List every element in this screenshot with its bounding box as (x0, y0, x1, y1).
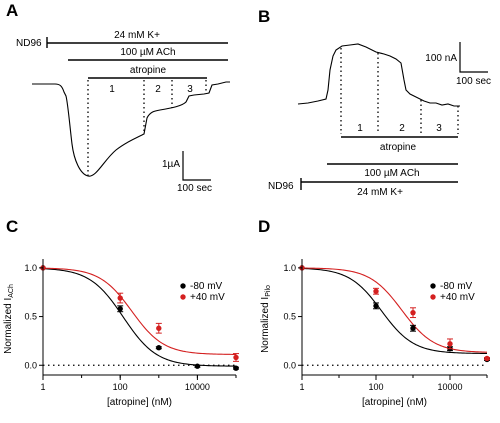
panel-d: D 1 100 10000 0.0 0.5 1.0 [atropine] (nM) No… (258, 217, 490, 408)
panel-c-data-points (40, 265, 239, 371)
panel-d-data-points (299, 265, 490, 363)
panel-a-atropine-label: atropine (130, 65, 167, 76)
panel-a-scale-bar (182, 151, 211, 181)
panel-d-legend-marker-minus80 (430, 283, 436, 289)
panel-c-x-tick-label: 100 (113, 382, 128, 392)
panel-c-point-minus80 (156, 345, 162, 351)
panel-b-scale-x: 100 sec (456, 76, 491, 87)
panel-b-segment-1: 1 (357, 123, 363, 134)
panel-c-fit-curve-minus80 (42, 268, 237, 367)
panel-c-x-axis-title: [atropine] (nM) (107, 397, 172, 408)
panel-b-scale-y: 100 nA (425, 53, 457, 64)
panel-d-legend-marker-plus40 (430, 294, 436, 300)
panel-a-k-label: 24 mM K+ (114, 30, 160, 41)
panel-b: B 1 2 3 atropine 100 µM ACh ND96 24 mM K… (258, 7, 491, 198)
panel-c-legend-marker-plus40 (180, 294, 186, 300)
panel-b-segment-2: 2 (399, 123, 405, 134)
panel-d-point-plus40 (373, 288, 379, 294)
panel-d-x-tick-label: 100 (368, 382, 383, 392)
panel-d-y-tick-label: 0.0 (283, 360, 296, 370)
panel-a-segment-1: 1 (109, 84, 115, 95)
panel-c-y-tick-label: 1.0 (24, 263, 37, 273)
panel-a-segment-3: 3 (187, 84, 193, 95)
panel-c: C 1 100 10000 0.0 0.5 1.0 [atropine] (nM) No… (3, 217, 239, 408)
panel-c-point-plus40 (117, 295, 123, 301)
panel-c-point-minus80 (233, 365, 239, 371)
panel-d-y-axis-title-sub: Pilo (265, 285, 272, 297)
panel-c-y-ticks: 0.0 0.5 1.0 (24, 263, 43, 370)
panel-b-current-trace (297, 43, 460, 107)
panel-a-segment-2: 2 (155, 84, 161, 95)
panel-d-x-tick-label: 1 (299, 382, 304, 392)
panel-c-x-tick-label: 1 (40, 382, 45, 392)
panel-b-k-label: 24 mM K+ (357, 187, 403, 198)
panel-a-current-trace (32, 81, 230, 177)
panel-c-y-axis-title-main: Normalized I (3, 298, 14, 354)
panel-c-legend-marker-minus80 (180, 283, 186, 289)
panel-a-ach-label: 100 µM ACh (120, 47, 175, 58)
panel-c-y-tick-label: 0.0 (24, 360, 37, 370)
panel-d-legend-label-plus40: +40 mV (440, 292, 475, 303)
panel-d-letter: D (258, 217, 270, 236)
panel-a-nd96-label: ND96 (16, 38, 42, 49)
panel-b-atropine-label: atropine (380, 142, 417, 153)
panel-b-nd96-label: ND96 (268, 181, 294, 192)
panel-d-point-plus40 (447, 341, 453, 347)
panel-c-legend-label-minus80: -80 mV (190, 281, 223, 292)
panel-d-y-ticks: 0.0 0.5 1.0 (283, 263, 302, 370)
panel-c-legend-label-plus40: +40 mV (190, 292, 225, 303)
panel-d-y-tick-label: 1.0 (283, 263, 296, 273)
panel-c-point-minus80 (117, 306, 123, 312)
panel-a-letter: A (6, 1, 18, 20)
panel-d-y-tick-label: 0.5 (283, 312, 296, 322)
panel-d-legend-label-minus80: -80 mV (440, 281, 473, 292)
panel-d-point-plus40 (484, 355, 490, 362)
panel-b-ach-label: 100 µM ACh (364, 168, 419, 179)
panel-b-letter: B (258, 7, 270, 26)
panel-b-segment-3: 3 (436, 123, 442, 134)
panel-d-fit-curve-plus40 (301, 267, 488, 353)
panel-c-x-tick-label: 10000 (185, 382, 210, 392)
panel-d-x-ticks: 1 100 10000 (299, 375, 488, 392)
panel-d-x-axis-title: [atropine] (nM) (362, 397, 427, 408)
panel-a-scale-x: 100 sec (177, 183, 212, 194)
panel-c-fit-curve-plus40 (42, 267, 237, 355)
panel-d-fit-curves (301, 267, 488, 354)
panel-d-point-plus40 (410, 309, 416, 316)
panel-b-scale-bar (459, 42, 488, 73)
panel-c-point-minus80 (194, 363, 201, 369)
panel-c-y-axis-title: Normalized IACh (3, 284, 15, 354)
panel-c-letter: C (6, 217, 18, 236)
panel-c-y-axis-title-sub: ACh (8, 284, 15, 298)
panel-a-scale-y: 1µA (162, 159, 180, 170)
panel-a: A ND96 24 mM K+ 100 µM ACh atropine 1 2 … (6, 1, 230, 194)
panel-d-y-axis-title: Normalized IPilo (260, 285, 272, 353)
panel-c-fit-curves (42, 267, 237, 367)
panel-d-fit-curve-minus80 (301, 267, 488, 354)
panel-d-point-minus80 (373, 303, 379, 309)
panel-d-point-minus80 (410, 325, 416, 331)
panel-d-y-axis-title-main: Normalized I (260, 297, 271, 353)
panel-d-x-tick-label: 10000 (437, 382, 462, 392)
panel-c-x-ticks: 1 100 10000 (40, 375, 237, 392)
panel-c-point-plus40 (156, 325, 162, 331)
panel-d-legend: -80 mV+40 mV (430, 281, 475, 303)
panel-c-y-tick-label: 0.5 (24, 312, 37, 322)
panel-c-point-plus40 (233, 354, 239, 361)
panel-c-legend: -80 mV+40 mV (180, 281, 225, 303)
